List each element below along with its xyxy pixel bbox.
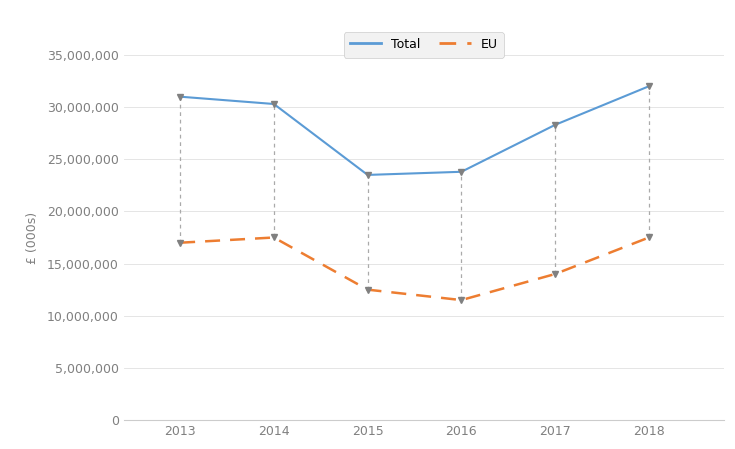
- Legend: Total, EU: Total, EU: [344, 32, 504, 57]
- Total: [270, 101, 279, 107]
- EU: [363, 287, 372, 292]
- Total: [363, 172, 372, 178]
- EU: [270, 235, 279, 240]
- Line: Total: Total: [176, 83, 653, 178]
- EU: [645, 235, 653, 240]
- Total: [457, 169, 466, 175]
- Total: [176, 94, 184, 99]
- EU: [176, 240, 184, 246]
- Total: [645, 84, 653, 89]
- EU: [457, 297, 466, 303]
- Y-axis label: £ (000s): £ (000s): [26, 211, 39, 264]
- Total: [551, 122, 559, 128]
- EU: [551, 271, 559, 277]
- Line: EU: EU: [176, 234, 653, 304]
